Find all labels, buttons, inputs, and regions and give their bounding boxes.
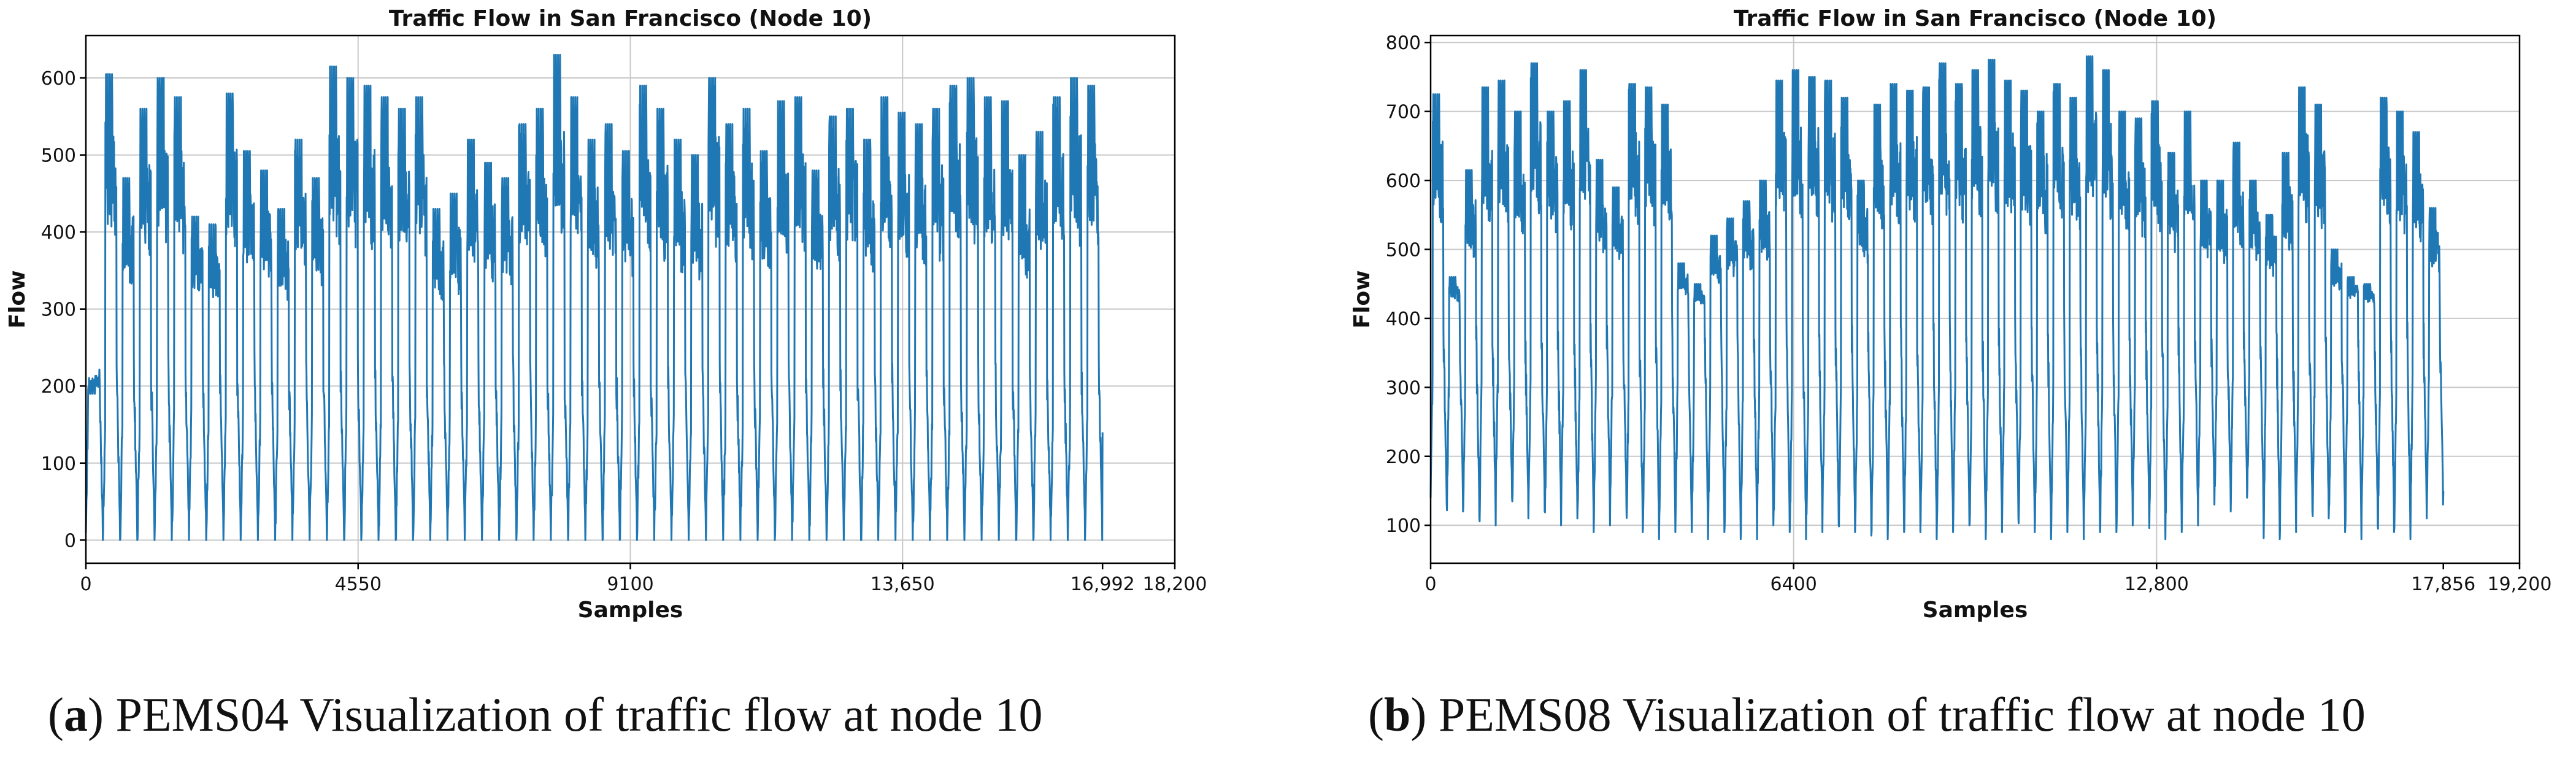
caption-b-text: PEMS08 Visualization of traffic flow at …	[1426, 688, 2366, 741]
x-tick-label: 9100	[607, 574, 653, 595]
chart-title: Traffic Flow in San Francisco (Node 10)	[389, 6, 872, 31]
plot-frame	[1429, 34, 2521, 564]
y-tick-label: 100	[1386, 515, 1421, 537]
y-tick-label: 700	[1386, 102, 1421, 123]
y-tick-label: 400	[41, 222, 76, 244]
x-tick-label: 17,856	[2411, 574, 2475, 595]
chart-b: Traffic Flow in San Francisco (Node 10) 1…	[1350, 6, 2551, 623]
y-tick-label: 600	[1386, 171, 1421, 192]
y-tick-label: 600	[41, 68, 76, 90]
x-tick-label: 13,650	[871, 574, 935, 595]
x-axis-label: Samples	[1923, 598, 2028, 623]
y-tick-label: 200	[41, 376, 76, 398]
y-axis-label: Flow	[1350, 271, 1375, 329]
y-tick-label: 0	[64, 530, 76, 552]
caption-b-letter: b	[1383, 688, 1411, 741]
y-tick-label: 500	[1386, 239, 1421, 261]
x-axis-label: Samples	[578, 598, 683, 623]
x-tick-label: 0	[80, 574, 91, 595]
y-tick-label: 200	[1386, 447, 1421, 468]
chart-title: Traffic Flow in San Francisco (Node 10)	[1734, 6, 2217, 31]
x-tick-label: 4550	[335, 574, 382, 595]
chart-a: Traffic Flow in San Francisco (Node 10) 0…	[5, 6, 1207, 623]
x-tick-label: 12,800	[2124, 574, 2189, 595]
series-line	[85, 53, 1104, 541]
x-tick-label: 16,992	[1071, 574, 1135, 595]
y-tick-label: 800	[1386, 33, 1421, 54]
x-tick-label: 18,200	[1143, 574, 1207, 595]
y-tick-label: 300	[41, 299, 76, 321]
caption-a-letter: a	[63, 688, 88, 741]
caption-a-text: PEMS04 Visualization of traffic flow at …	[103, 688, 1043, 741]
y-axis-label: Flow	[5, 271, 30, 329]
y-tick-label: 400	[1386, 309, 1421, 330]
x-tick-label: 6400	[1770, 574, 1817, 595]
x-tick-label: 0	[1424, 574, 1436, 595]
x-tick-label: 19,200	[2488, 574, 2552, 595]
y-tick-label: 100	[41, 453, 76, 475]
y-tick-label: 300	[1386, 377, 1421, 399]
caption-b: (b) PEMS08 Visualization of traffic flow…	[1368, 688, 2366, 741]
y-tick-label: 500	[41, 145, 76, 167]
caption-a: (a) PEMS04 Visualization of traffic flow…	[48, 688, 1043, 741]
series-line	[1429, 55, 2445, 541]
